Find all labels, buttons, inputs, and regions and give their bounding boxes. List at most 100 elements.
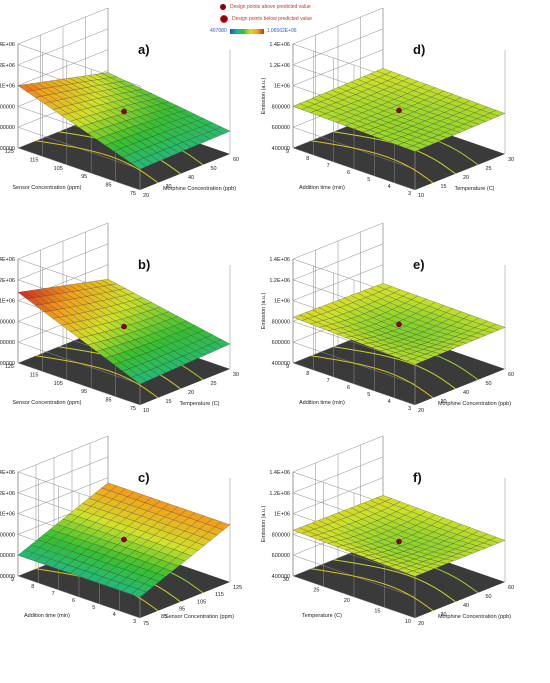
z-tick-label: 400000	[0, 146, 15, 152]
z-tick-label: 800000	[272, 532, 290, 538]
surface-plot-a: 4000006000008000001E+061.2E+061.4E+06Emi…	[0, 7, 239, 199]
panel-label: f)	[413, 470, 422, 485]
y-tick-label: 105	[54, 381, 63, 387]
surface-plot-c: 4000006000008000001E+061.2E+061.4E+06Emi…	[0, 435, 242, 627]
x-tick-label: 40	[463, 390, 469, 396]
x-tick-label: 50	[486, 381, 492, 387]
design-point	[396, 321, 402, 328]
x-tick-label: 115	[215, 592, 224, 598]
y-tick-label: 9	[286, 149, 289, 155]
floor-contour	[333, 559, 456, 603]
x-tick-label: 40	[463, 603, 469, 609]
surface-patch	[405, 570, 422, 577]
x-tick-label: 25	[211, 381, 217, 387]
y-tick-label: 115	[30, 157, 39, 163]
floor-contour	[310, 568, 434, 612]
surface-patch	[405, 358, 422, 365]
z-tick-label: 400000	[272, 361, 290, 367]
legend-below: Design points below predicted value	[220, 15, 312, 23]
surface-patch	[131, 160, 147, 170]
surface-plot-b: 4000006000008000001E+061.2E+061.4E+06Emi…	[0, 222, 239, 414]
y-tick-label: 105	[54, 166, 63, 172]
y-tick-label: 85	[105, 398, 111, 404]
floor-plane	[293, 112, 505, 190]
z-tick-label: 600000	[0, 125, 15, 131]
y-tick-label: 4	[388, 184, 391, 190]
above-marker-icon	[220, 4, 226, 10]
floor-contour	[310, 355, 434, 399]
z-tick-label: 1.2E+06	[0, 63, 15, 69]
z-tick-label: 800000	[0, 319, 15, 325]
floor-contour	[35, 355, 159, 399]
design-point	[396, 538, 402, 545]
z-tick-label: 1E+06	[274, 512, 290, 518]
z-axis-label: Emission (a.u.)	[261, 505, 267, 542]
z-tick-label: 600000	[272, 340, 290, 346]
y-tick-label: 75	[130, 191, 136, 197]
y-tick-label: 9	[11, 577, 14, 583]
y-tick-label: 115	[30, 372, 39, 378]
y-tick-label: 25	[313, 588, 319, 594]
below-marker-icon	[220, 15, 228, 23]
z-tick-label: 600000	[0, 340, 15, 346]
floor-contour	[310, 140, 434, 184]
y-tick-label: 6	[347, 170, 350, 176]
y-tick-label: 15	[374, 609, 380, 615]
x-tick-label: 20	[418, 621, 424, 627]
surface-patch	[131, 588, 147, 598]
surface-plot-f: 400000 600000 800000 1E+06 1.2E+06 1.4E+06 Emi…	[261, 435, 514, 627]
x-tick-label: 95	[179, 607, 185, 613]
panel-label: c)	[138, 470, 150, 485]
x-axis-label: Sensor Concentration (ppm)	[165, 614, 234, 620]
z-tick-label: 1E+06	[0, 512, 15, 518]
z-tick-label: 1.4E+06	[0, 470, 15, 476]
z-tick-label: 600000	[0, 553, 15, 559]
x-tick-label: 50	[211, 166, 217, 172]
legend-below-label: Design points below predicted value	[232, 16, 313, 22]
floor-contour	[35, 140, 159, 184]
x-axis-label: Morphine Concentration (ppb)	[438, 401, 511, 407]
z-tick-label: 1.2E+06	[269, 63, 290, 69]
x-tick-label: 20	[143, 193, 149, 199]
y-tick-label: 8	[31, 584, 34, 590]
design-point	[396, 107, 402, 114]
x-tick-label: 105	[197, 599, 206, 605]
z-tick-label: 400000	[0, 361, 15, 367]
y-tick-label: 7	[327, 378, 330, 384]
legend-above-label: Design points above predicted value	[230, 4, 311, 10]
x-tick-label: 85	[161, 614, 167, 620]
color-gradient-bar	[229, 28, 264, 34]
y-axis-label: Temperature (C)	[302, 613, 342, 619]
wall-gridline	[17, 7, 141, 87]
x-tick-label: 20	[463, 175, 469, 181]
design-point	[121, 108, 127, 115]
y-tick-label: 9	[286, 364, 289, 370]
z-tick-label: 1E+06	[0, 84, 15, 90]
x-tick-label: 75	[143, 621, 149, 627]
x-tick-label: 20	[418, 408, 424, 414]
y-tick-label: 6	[347, 385, 350, 391]
panel-label: d)	[413, 42, 425, 57]
x-axis-label: Temperature (C)	[179, 401, 219, 407]
y-tick-label: 8	[306, 156, 309, 162]
x-axis-label: Morphine Concentration (ppb)	[163, 186, 236, 192]
z-tick-label: 1.2E+06	[269, 278, 290, 284]
z-tick-label: 1.2E+06	[0, 491, 15, 497]
x-tick-label: 30	[166, 184, 172, 190]
y-axis-label: Addition time (min)	[299, 400, 345, 406]
x-tick-label: 25	[486, 166, 492, 172]
z-tick-label: 1.4E+06	[269, 257, 290, 263]
z-tick-label: 1.4E+06	[0, 257, 15, 263]
z-axis-label: Emission (a.u.)	[261, 77, 267, 114]
z-tick-label: 800000	[0, 104, 15, 110]
y-tick-label: 5	[92, 605, 95, 611]
y-tick-label: 3	[408, 406, 411, 412]
x-tick-label: 30	[233, 372, 239, 378]
y-axis-label: Sensor Concentration (ppm)	[12, 185, 81, 191]
floor-contour	[333, 346, 456, 390]
y-tick-label: 5	[367, 392, 370, 398]
surface-patch	[131, 374, 147, 385]
panel-label: b)	[138, 257, 150, 272]
y-tick-label: 6	[72, 598, 75, 604]
z-tick-label: 400000	[0, 574, 15, 580]
